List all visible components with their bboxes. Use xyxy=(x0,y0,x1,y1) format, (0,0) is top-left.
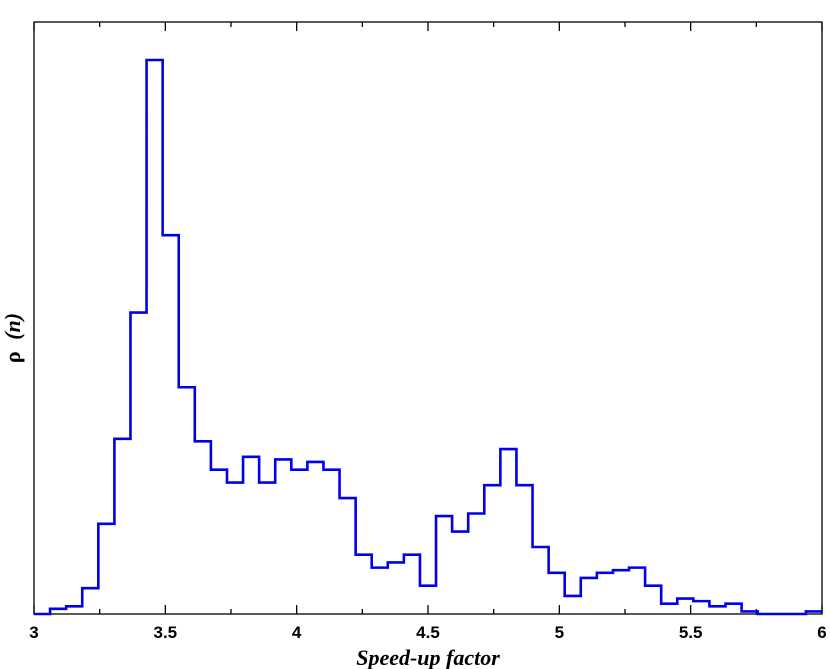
axis-ticks xyxy=(33,22,823,614)
plot-area xyxy=(33,21,823,615)
histogram-series-line xyxy=(34,58,822,616)
x-tick-label: 5.5 xyxy=(679,623,703,642)
x-tick-label: 3.5 xyxy=(154,623,178,642)
svg-text:ρ (n): ρ (n) xyxy=(0,313,25,363)
x-tick-label: 3 xyxy=(29,623,38,642)
y-axis-argument: (n) xyxy=(0,313,25,340)
x-tick-label: 4 xyxy=(292,623,302,642)
x-tick-label: 6 xyxy=(817,623,826,642)
x-tick-labels: 3 3.5 4 4.5 5 5.5 6 xyxy=(29,623,826,642)
x-axis-title: Speed-up factor xyxy=(356,645,500,669)
x-tick-label: 5 xyxy=(555,623,564,642)
y-axis-symbol: ρ xyxy=(0,351,25,363)
x-tick-label: 4.5 xyxy=(416,623,440,642)
y-axis-title: ρ (n) xyxy=(0,313,25,363)
